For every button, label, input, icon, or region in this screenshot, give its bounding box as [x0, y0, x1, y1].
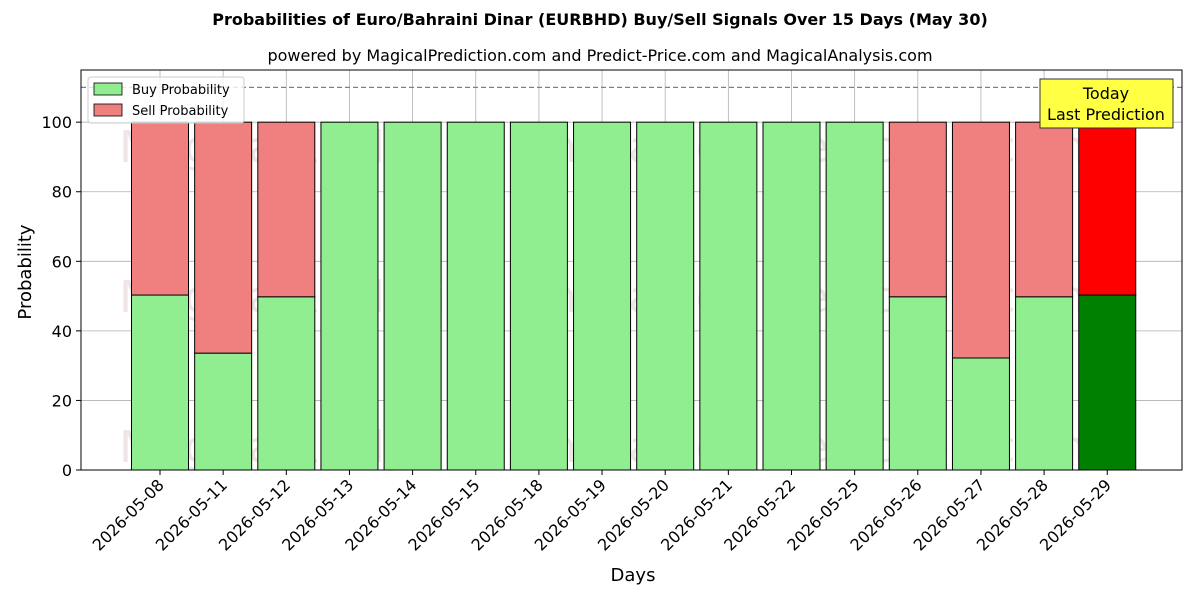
y-tick-label: 80 — [52, 183, 72, 202]
x-axis: 2026-05-082026-05-112026-05-122026-05-13… — [89, 470, 1115, 555]
buy-bar — [1078, 294, 1137, 471]
y-axis: 0 20 40 60 80 100 — [41, 113, 81, 480]
sell-bar — [1078, 121, 1137, 296]
annotation-line-1: Today — [1082, 84, 1129, 103]
buy-bar — [825, 121, 884, 471]
y-tick-label: 60 — [52, 252, 72, 271]
legend-buy-label: Buy Probability — [132, 83, 230, 98]
legend-box — [87, 76, 245, 124]
buy-bar — [320, 121, 379, 471]
legend-sell-label: Sell Probability — [132, 104, 229, 119]
buy-bar — [951, 357, 1010, 471]
bars-layer — [131, 121, 1137, 471]
y-axis-label: Probability — [15, 224, 36, 319]
y-tick-label: 20 — [52, 391, 72, 410]
sell-bar — [257, 121, 316, 298]
buy-bar — [636, 121, 695, 471]
buy-bar — [383, 121, 442, 471]
buy-bar — [888, 296, 947, 471]
legend-buy-swatch — [93, 82, 123, 96]
today-annotation: Today Last Prediction — [1039, 78, 1174, 129]
sell-bar — [888, 121, 947, 298]
buy-bar — [257, 296, 316, 471]
sell-bar — [951, 121, 1010, 359]
buy-bar — [131, 294, 189, 471]
chart-subtitle: powered by MagicalPrediction.com and Pre… — [267, 46, 933, 65]
annotation-line-2: Last Prediction — [1047, 105, 1165, 124]
sell-bar — [131, 121, 189, 296]
buy-bar — [1015, 296, 1074, 471]
chart-title: Probabilities of Euro/Bahraini Dinar (EU… — [212, 10, 988, 29]
plot-frame — [80, 69, 1183, 471]
buy-bar — [699, 121, 758, 471]
annotation-box — [1039, 78, 1174, 129]
legend: Buy Probability Sell Probability — [87, 76, 245, 124]
buy-bar — [573, 121, 632, 471]
y-tick-label: 0 — [62, 461, 72, 480]
y-tick-label: 100 — [41, 113, 72, 132]
buy-bar — [509, 121, 568, 471]
buy-bar — [762, 121, 821, 471]
sell-bar — [194, 121, 253, 354]
buy-bar — [446, 121, 505, 471]
buy-bar — [194, 352, 253, 471]
legend-sell-swatch — [93, 103, 123, 117]
y-tick-label: 40 — [52, 322, 72, 341]
x-axis-label: Days — [611, 565, 656, 586]
sell-bar — [1015, 121, 1074, 298]
